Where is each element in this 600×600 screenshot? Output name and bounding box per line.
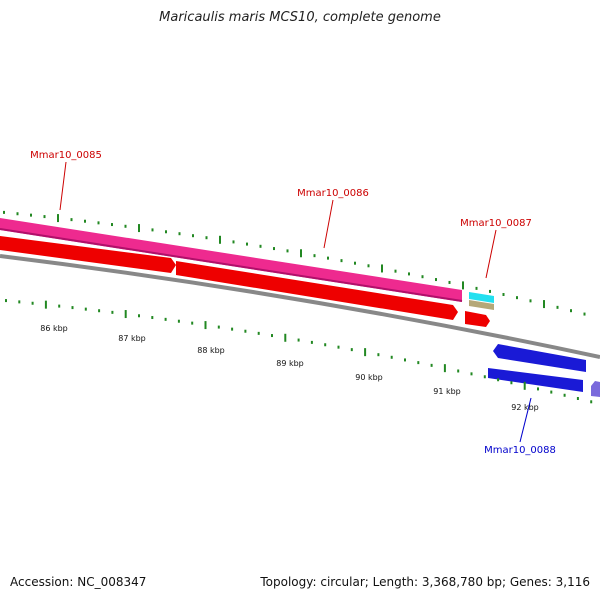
scale-label: 92 kbp — [511, 403, 539, 412]
blue-cds-arrow-1[interactable] — [493, 344, 586, 372]
genome-backbone — [0, 254, 600, 359]
red-cds-arrow-1[interactable] — [0, 236, 176, 273]
gene-label-leader — [323, 199, 334, 249]
outer-tick-row — [3, 210, 586, 316]
accession-text: Accession: NC_008347 — [10, 575, 147, 589]
red-cds-arrow-3[interactable] — [465, 311, 490, 327]
cyan-feature[interactable] — [469, 292, 494, 303]
gene-label[interactable]: Mmar10_0087 — [460, 218, 532, 229]
gene-label[interactable]: Mmar10_0086 — [297, 188, 369, 199]
gene-label[interactable]: Mmar10_0085 — [30, 150, 102, 161]
pink-cds-bar[interactable] — [0, 218, 462, 302]
scale-label: 88 kbp — [197, 346, 225, 355]
tan-feature[interactable] — [469, 300, 494, 310]
pink-cds-shade — [0, 228, 463, 302]
scale-label: 87 kbp — [118, 334, 146, 343]
gene-label[interactable]: Mmar10_0088 — [484, 445, 556, 456]
scale-label: 86 kbp — [40, 324, 68, 333]
gene-label-leader — [59, 161, 67, 211]
red-cds-arrow-2[interactable] — [176, 261, 458, 320]
scale-label: 89 kbp — [276, 359, 304, 368]
gene-label-leader — [519, 397, 532, 443]
genome-summary-text: Topology: circular; Length: 3,368,780 bp… — [260, 575, 590, 589]
map-title: Maricaulis maris MCS10, complete genome — [159, 10, 441, 25]
blue-cds-arrow-2[interactable] — [488, 368, 583, 392]
violet-cds-arrow[interactable] — [591, 381, 600, 397]
scale-label: 91 kbp — [433, 387, 461, 396]
inner-tick-row — [5, 299, 593, 404]
scale-label: 90 kbp — [355, 373, 383, 382]
gene-label-leader — [485, 229, 497, 279]
